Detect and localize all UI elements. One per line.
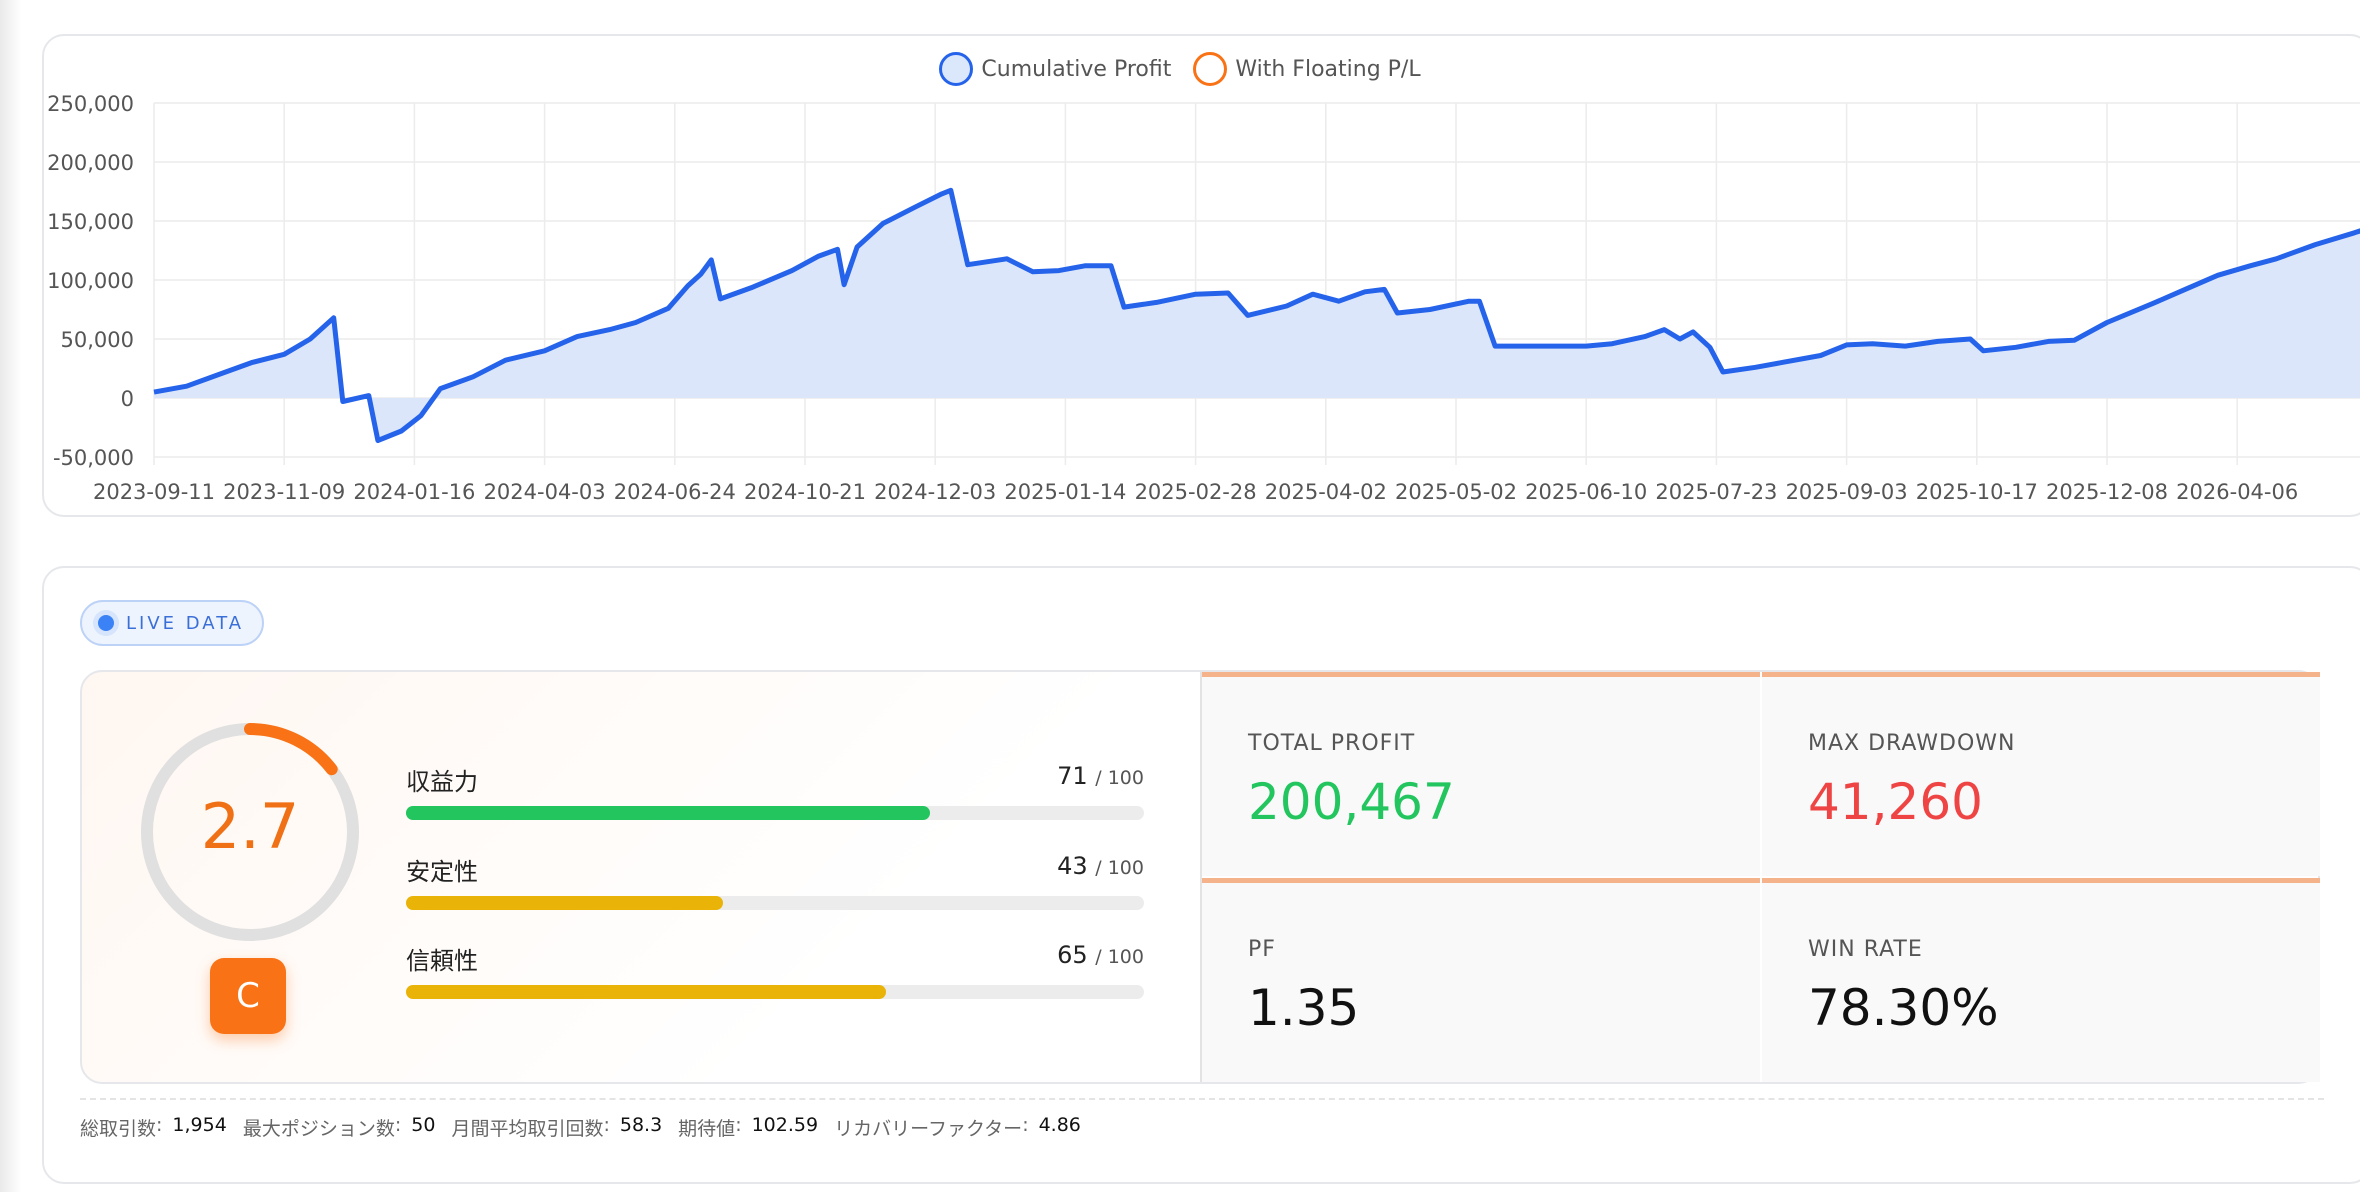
chart-legend: Cumulative Profit With Floating P/L: [0, 52, 2360, 86]
legend-swatch-blue: [939, 52, 974, 86]
metric-score-denominator: / 100: [1095, 767, 1144, 789]
metric-score-value: 71: [1057, 762, 1088, 790]
kpi-label: TOTAL PROFIT: [1248, 731, 1416, 756]
legend-cumulative-profit[interactable]: Cumulative Profit: [939, 52, 1171, 86]
x-tick-label: 2025-12-08: [2046, 480, 2168, 504]
kpi-label: MAX DRAWDOWN: [1808, 731, 2016, 756]
score-gauge: [141, 723, 359, 941]
metric-label-stability: 安定性: [406, 858, 478, 886]
metric-score-reliability: 65 / 100: [1057, 941, 1144, 969]
x-tick-label: 2025-04-02: [1265, 480, 1387, 504]
live-data-label: LIVE DATA: [126, 612, 245, 634]
x-tick-label: 2025-10-17: [1916, 480, 2038, 504]
metric-bar-fill-profitability: [406, 806, 930, 820]
x-tick-label: 2023-09-11: [93, 480, 215, 504]
metric-label-reliability: 信頼性: [406, 947, 478, 975]
footer-value-max-positions: 50: [411, 1114, 436, 1136]
x-tick-label: 2025-01-14: [1004, 480, 1126, 504]
metric-score-value: 65: [1057, 941, 1088, 969]
metric-bar-fill-reliability: [406, 985, 886, 999]
legend-label-cumulative-profit: Cumulative Profit: [981, 56, 1172, 82]
footer-stats: 総取引数:1,954 最大ポジション数:50 月間平均取引回数:58.3 期待値…: [80, 1114, 1081, 1140]
y-tick-label: 50,000: [61, 328, 134, 352]
x-tick-label: 2026-04-06: [2176, 480, 2298, 504]
kpi-label: WIN RATE: [1808, 937, 1923, 962]
x-tick-label: 2025-07-23: [1655, 480, 1777, 504]
kpi-total-profit: TOTAL PROFIT 200,467: [1202, 672, 1760, 876]
footer-value-monthly-trades: 58.3: [619, 1114, 663, 1136]
legend-swatch-orange: [1193, 52, 1228, 86]
grade-badge: C: [210, 958, 286, 1034]
kpi-value-pf: 1.35: [1248, 979, 1360, 1037]
y-tick-label: 250,000: [47, 92, 134, 116]
metric-score-denominator: / 100: [1095, 946, 1144, 968]
kpi-grid: TOTAL PROFIT 200,467 MAX DRAWDOWN 41,260…: [1200, 672, 2320, 1082]
x-tick-label: 2025-09-03: [1786, 480, 1908, 504]
kpi-value-max-drawdown: 41,260: [1808, 773, 1983, 831]
x-tick-label: 2024-04-03: [484, 480, 606, 504]
footer-value-total-trades: 1,954: [172, 1114, 227, 1136]
x-tick-label: 2024-06-24: [614, 480, 736, 504]
metric-score-stability: 43 / 100: [1057, 852, 1144, 880]
metric-score-denominator: / 100: [1095, 857, 1144, 879]
kpi-pf: PF 1.35: [1202, 878, 1760, 1082]
footer-divider: [80, 1098, 2324, 1100]
metric-label-profitability: 収益力: [406, 768, 478, 796]
kpi-label: PF: [1248, 937, 1276, 962]
x-tick-label: 2024-12-03: [874, 480, 996, 504]
footer-value-recovery-factor: 4.86: [1038, 1114, 1081, 1136]
kpi-value-total-profit: 200,467: [1248, 773, 1455, 831]
metric-bar-track: [406, 806, 1144, 820]
overall-score: 2.7: [200, 790, 300, 863]
x-tick-label: 2023-11-09: [223, 480, 345, 504]
metric-score-value: 43: [1057, 852, 1088, 880]
kpi-max-drawdown: MAX DRAWDOWN 41,260: [1762, 672, 2320, 876]
x-tick-label: 2025-05-02: [1395, 480, 1517, 504]
kpi-win-rate: WIN RATE 78.30%: [1762, 878, 2320, 1082]
kpi-value-win-rate: 78.30%: [1808, 979, 1999, 1037]
x-tick-label: 2024-10-21: [744, 480, 866, 504]
score-gauge-arc: [244, 723, 338, 776]
metric-bar-track: [406, 985, 1144, 999]
y-tick-label: -50,000: [53, 446, 134, 470]
y-tick-label: 100,000: [47, 269, 134, 293]
footer-label: 期待値: [678, 1118, 736, 1140]
metric-bar-track: [406, 896, 1144, 910]
y-tick-label: 150,000: [47, 210, 134, 234]
y-tick-label: 0: [121, 387, 134, 411]
footer-label: リカバリーファクター: [834, 1118, 1023, 1140]
footer-label: 月間平均取引回数: [451, 1118, 604, 1140]
profit-chart: 250,000 200,000 150,000 100,000 50,000 0 -50,0…: [47, 92, 2360, 504]
left-scroll-rail: [0, 0, 22, 1192]
legend-label-floating-pl: With Floating P/L: [1235, 56, 1421, 82]
footer-value-expectancy: 102.59: [751, 1114, 819, 1136]
metric-bar-fill-stability: [406, 896, 724, 910]
x-tick-label: 2025-06-10: [1525, 480, 1647, 504]
x-tick-label: 2025-02-28: [1135, 480, 1257, 504]
x-tick-label: 2024-01-16: [353, 480, 475, 504]
metric-score-profitability: 71 / 100: [1057, 762, 1144, 790]
profit-chart-card: [42, 34, 2360, 517]
live-dot-icon: [98, 615, 114, 631]
live-data-badge: LIVE DATA: [80, 600, 265, 646]
legend-floating-pl[interactable]: With Floating P/L: [1193, 52, 1421, 86]
footer-label: 最大ポジション数: [242, 1118, 395, 1140]
cumulative-profit-line: [153, 187, 2360, 443]
y-tick-label: 200,000: [47, 151, 134, 175]
footer-label: 総取引数: [80, 1118, 157, 1140]
